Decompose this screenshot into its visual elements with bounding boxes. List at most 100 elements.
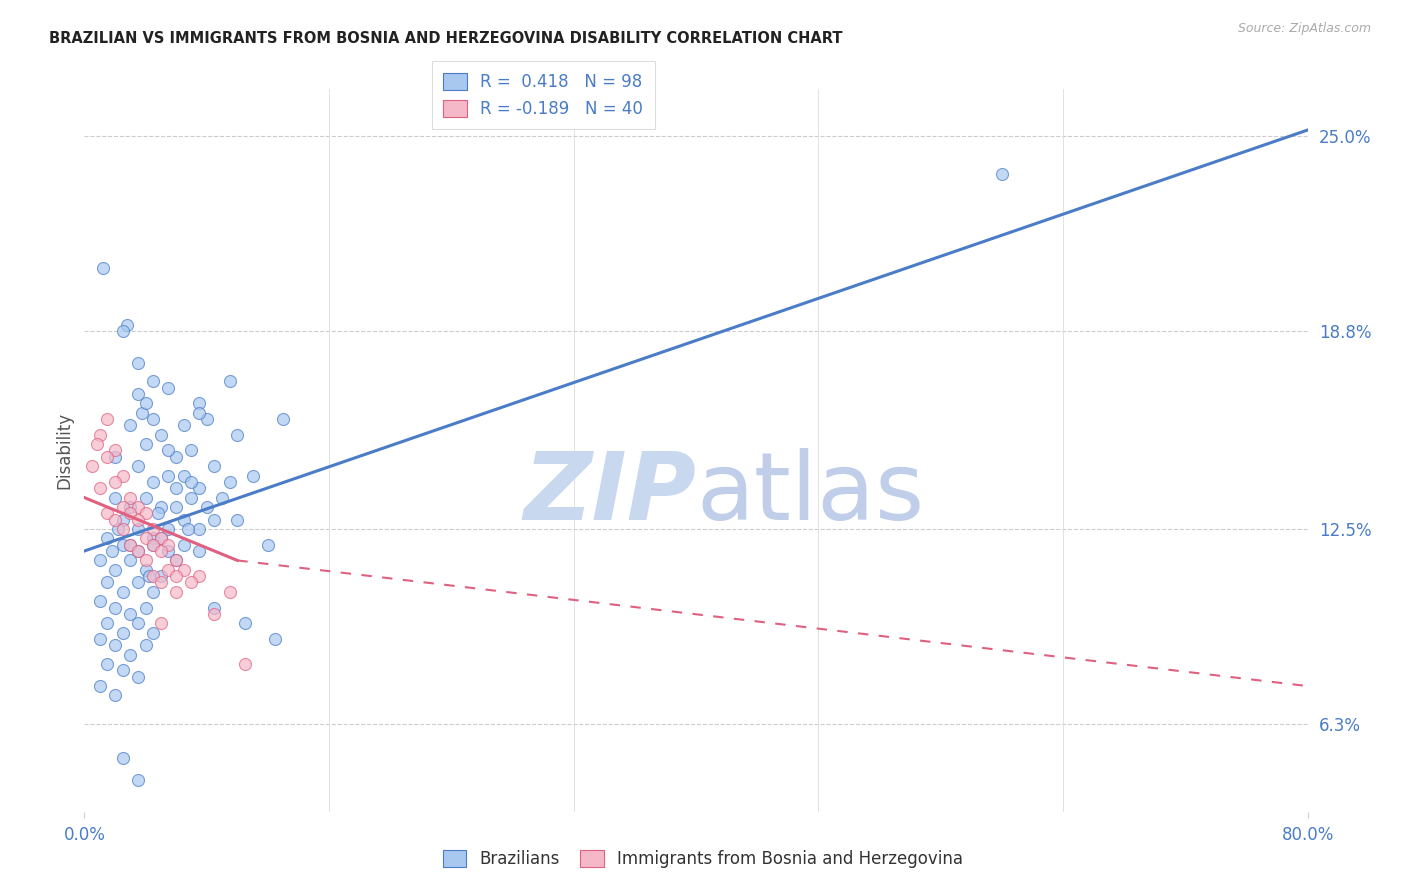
- Point: [127, 616, 149, 631]
- Point: [104, 512, 127, 526]
- Legend: R =  0.418   N = 98, R = -0.189   N = 40: R = 0.418 N = 98, R = -0.189 N = 40: [432, 62, 655, 129]
- Point: [142, 532, 165, 546]
- Point: [264, 632, 287, 646]
- Point: [165, 481, 187, 495]
- Point: [127, 459, 149, 474]
- Point: [142, 375, 165, 389]
- Point: [96, 506, 118, 520]
- Point: [89, 679, 111, 693]
- Point: [89, 427, 111, 442]
- Point: [104, 450, 127, 464]
- Text: BRAZILIAN VS IMMIGRANTS FROM BOSNIA AND HERZEGOVINA DISABILITY CORRELATION CHART: BRAZILIAN VS IMMIGRANTS FROM BOSNIA AND …: [49, 31, 842, 46]
- Point: [111, 751, 134, 765]
- Point: [104, 600, 127, 615]
- Point: [202, 600, 225, 615]
- Point: [180, 443, 202, 458]
- Point: [104, 443, 127, 458]
- Point: [202, 459, 225, 474]
- Point: [96, 450, 118, 464]
- Point: [142, 569, 165, 583]
- Point: [127, 522, 149, 536]
- Point: [233, 616, 256, 631]
- Point: [173, 512, 195, 526]
- Point: [115, 318, 138, 332]
- Point: [142, 538, 165, 552]
- Text: atlas: atlas: [696, 448, 924, 540]
- Point: [120, 506, 142, 520]
- Point: [135, 563, 157, 577]
- Point: [149, 427, 172, 442]
- Point: [135, 600, 157, 615]
- Point: [111, 468, 134, 483]
- Point: [157, 381, 180, 395]
- Point: [149, 532, 172, 546]
- Point: [180, 491, 202, 505]
- Text: ZIP: ZIP: [523, 448, 696, 540]
- Point: [107, 522, 129, 536]
- Point: [142, 625, 165, 640]
- Point: [120, 418, 142, 433]
- Point: [149, 532, 172, 546]
- Point: [111, 538, 134, 552]
- Point: [142, 412, 165, 426]
- Point: [120, 607, 142, 621]
- Point: [120, 500, 142, 514]
- Point: [135, 532, 157, 546]
- Point: [218, 375, 240, 389]
- Point: [135, 437, 157, 451]
- Point: [127, 544, 149, 558]
- Point: [226, 427, 249, 442]
- Point: [142, 522, 165, 536]
- Point: [157, 563, 180, 577]
- Point: [257, 538, 280, 552]
- Point: [135, 396, 157, 410]
- Point: [188, 481, 211, 495]
- Point: [142, 538, 165, 552]
- Point: [101, 544, 124, 558]
- Point: [104, 563, 127, 577]
- Point: [111, 522, 134, 536]
- Point: [127, 512, 149, 526]
- Point: [157, 468, 180, 483]
- Point: [180, 575, 202, 590]
- Point: [165, 500, 187, 514]
- Point: [188, 569, 211, 583]
- Point: [165, 553, 187, 567]
- Point: [135, 506, 157, 520]
- Point: [138, 569, 160, 583]
- Point: [157, 522, 180, 536]
- Point: [149, 500, 172, 514]
- Point: [96, 532, 118, 546]
- Point: [127, 355, 149, 369]
- Point: [135, 491, 157, 505]
- Point: [157, 544, 180, 558]
- Point: [80, 459, 103, 474]
- Point: [120, 538, 142, 552]
- Point: [149, 569, 172, 583]
- Point: [188, 522, 211, 536]
- Point: [218, 584, 240, 599]
- Point: [195, 500, 218, 514]
- Point: [104, 638, 127, 652]
- Point: [104, 689, 127, 703]
- Point: [120, 553, 142, 567]
- Point: [104, 475, 127, 489]
- Point: [142, 584, 165, 599]
- Point: [165, 553, 187, 567]
- Point: [127, 773, 149, 788]
- Point: [89, 553, 111, 567]
- Point: [149, 616, 172, 631]
- Point: [127, 387, 149, 401]
- Point: [127, 544, 149, 558]
- Point: [146, 506, 169, 520]
- Point: [157, 443, 180, 458]
- Text: Source: ZipAtlas.com: Source: ZipAtlas.com: [1237, 22, 1371, 36]
- Point: [173, 563, 195, 577]
- Point: [86, 437, 108, 451]
- Point: [135, 638, 157, 652]
- Point: [96, 412, 118, 426]
- Point: [111, 512, 134, 526]
- Point: [177, 522, 200, 536]
- Point: [202, 512, 225, 526]
- Point: [104, 491, 127, 505]
